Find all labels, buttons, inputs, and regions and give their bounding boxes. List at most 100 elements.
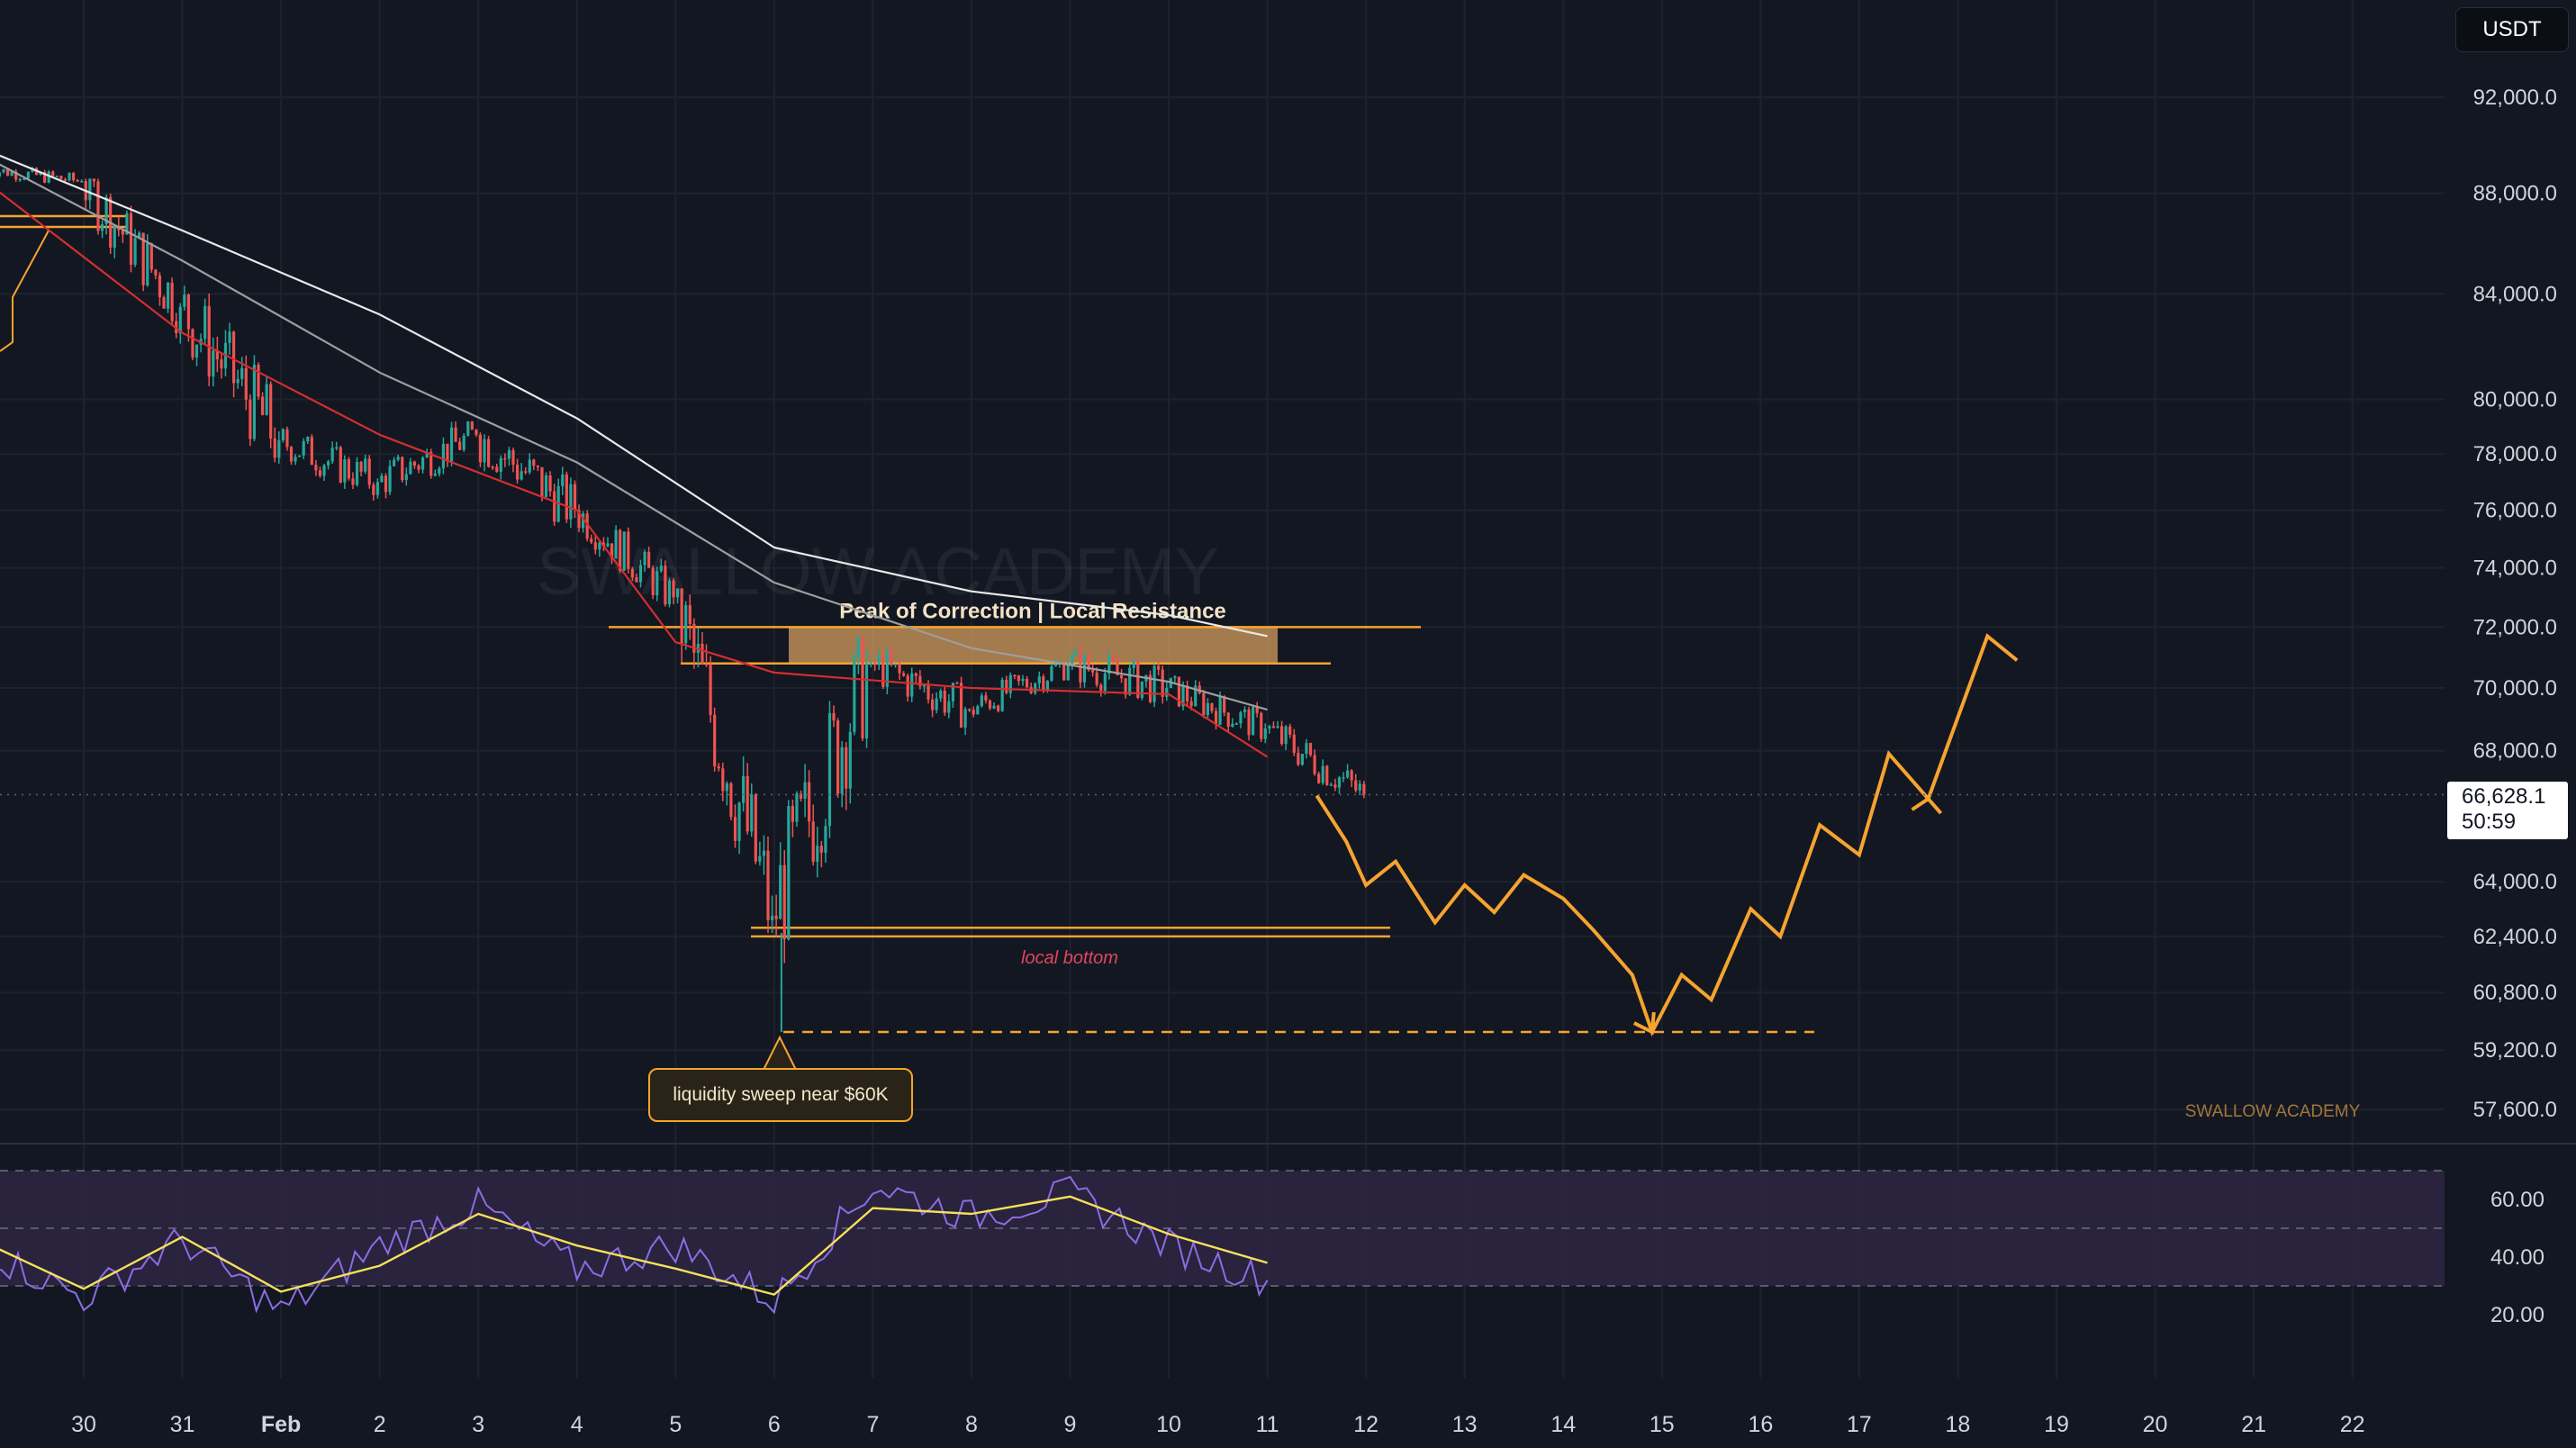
candle-body: [228, 331, 231, 343]
candle-body: [762, 850, 766, 856]
candle: [845, 742, 848, 810]
candle-body: [1260, 712, 1263, 739]
candle-body: [260, 396, 265, 415]
x-axis-tick-label: 2: [374, 1412, 386, 1437]
candle: [864, 649, 869, 748]
candle: [265, 376, 268, 416]
candle-body: [1111, 656, 1116, 663]
candle-body: [791, 806, 794, 822]
candle: [170, 277, 174, 326]
candle: [680, 588, 683, 663]
candle-body: [244, 367, 248, 400]
candle: [619, 529, 622, 574]
candle: [1128, 664, 1132, 696]
candle: [565, 471, 568, 523]
candle: [1107, 650, 1111, 680]
candle-body: [1346, 770, 1350, 778]
candle: [470, 421, 474, 430]
candle-body: [881, 656, 885, 687]
candle-body: [593, 542, 597, 550]
candle: [367, 455, 371, 489]
candle-body: [943, 690, 946, 713]
candle: [622, 531, 626, 572]
candle-body: [306, 437, 310, 442]
candle: [664, 560, 667, 607]
candle: [438, 466, 441, 477]
candle: [232, 330, 236, 398]
candle: [881, 650, 885, 690]
candle-body: [619, 529, 622, 571]
candle: [675, 588, 680, 604]
x-axis-tick-label: 19: [2044, 1412, 2069, 1437]
candle-body: [483, 439, 486, 463]
candle-body: [1136, 661, 1140, 699]
candle-body: [412, 461, 417, 466]
candle: [71, 171, 76, 183]
candle-body: [162, 297, 166, 309]
candle-body: [1157, 665, 1161, 670]
candle: [1342, 772, 1345, 783]
candle-body: [1116, 662, 1119, 675]
sweep-callout: liquidity sweep near $60K: [648, 1068, 913, 1122]
candle: [885, 647, 889, 694]
candle-body: [1218, 696, 1222, 725]
candle-body: [158, 275, 162, 298]
candle-body: [183, 294, 186, 307]
candle: [417, 464, 420, 474]
candle: [1165, 681, 1169, 701]
candle-body: [598, 542, 601, 550]
candle: [462, 433, 465, 452]
candle: [606, 537, 610, 548]
candle-body: [922, 685, 926, 687]
candle-body: [0, 172, 2, 177]
candle-body: [795, 793, 799, 822]
candle-body: [80, 181, 84, 183]
candle-body: [692, 623, 696, 653]
x-axis-tick-label: 11: [1256, 1412, 1279, 1437]
candle-body: [750, 794, 754, 832]
candle-body: [39, 172, 42, 176]
candle-body: [1210, 702, 1214, 711]
candle-body: [302, 441, 305, 456]
candle: [396, 454, 400, 462]
candle: [511, 448, 515, 473]
candle: [1185, 680, 1189, 706]
candle: [1021, 674, 1025, 686]
candle: [832, 705, 836, 728]
candle-body: [536, 466, 539, 467]
candle-body: [166, 283, 170, 309]
currency-button[interactable]: USDT: [2455, 7, 2569, 52]
candle: [1005, 675, 1008, 695]
candle-body: [269, 384, 273, 439]
candle: [454, 421, 457, 442]
candle: [968, 708, 972, 712]
candle: [922, 683, 926, 693]
candle: [811, 804, 815, 866]
candle-body: [252, 364, 257, 439]
bottom-label: local bottom: [1021, 948, 1118, 968]
candle: [1305, 738, 1308, 759]
candle-body: [1333, 784, 1337, 788]
candle-body: [947, 701, 951, 713]
candle-body: [178, 306, 182, 333]
candle-body: [441, 443, 445, 469]
candle-body: [1025, 678, 1029, 688]
candle: [1297, 747, 1300, 766]
candle-body: [1021, 678, 1025, 682]
candle-body: [914, 673, 917, 676]
candle: [824, 819, 827, 864]
candle-body: [1226, 712, 1230, 727]
candle: [721, 762, 725, 801]
candle: [1317, 771, 1321, 784]
candle: [540, 466, 544, 502]
candle-body: [478, 434, 483, 463]
candle: [1103, 667, 1107, 695]
candle: [704, 644, 709, 667]
candle-body: [951, 683, 955, 701]
candle-body: [396, 457, 400, 460]
candle-body: [659, 566, 663, 572]
candle-body: [409, 461, 412, 475]
candle: [446, 443, 449, 467]
candle: [306, 436, 310, 445]
